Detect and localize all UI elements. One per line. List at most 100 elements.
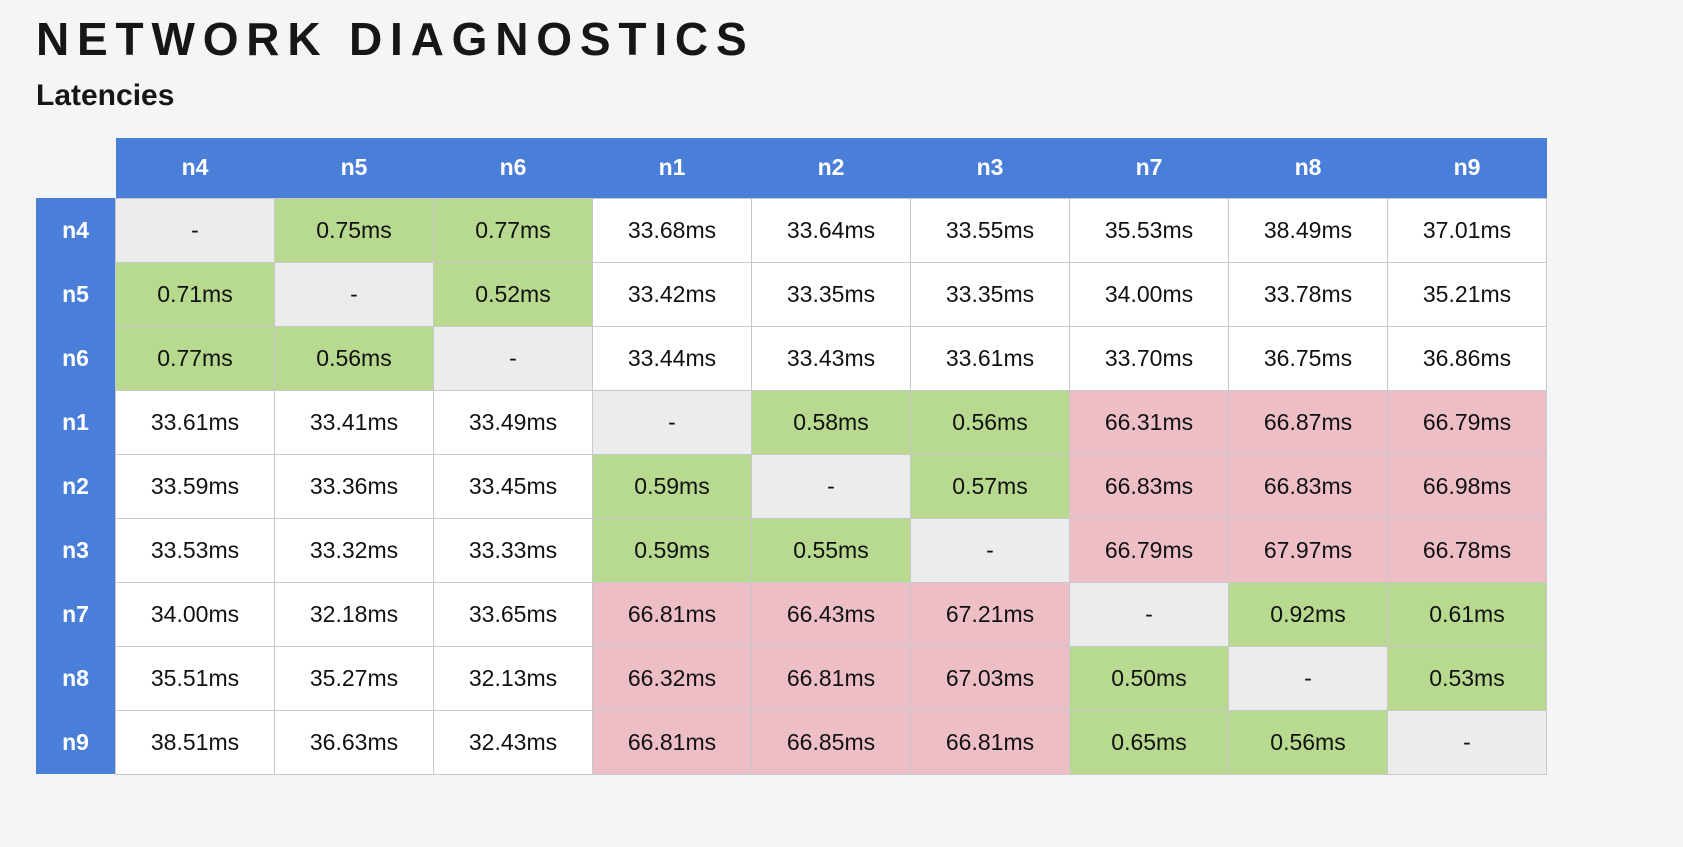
latency-cell-n2-n4: 33.59ms — [115, 453, 275, 519]
latency-cell-n8-n7: 0.50ms — [1069, 645, 1229, 711]
latency-cell-n5-n8: 33.78ms — [1228, 261, 1388, 327]
latency-table-head: n4 n5 n6 n1 n2 n3 n7 n8 n9 — [36, 137, 1547, 199]
column-header-row: n4 n5 n6 n1 n2 n3 n7 n8 n9 — [36, 137, 1547, 199]
column-header-n9[interactable]: n9 — [1387, 137, 1547, 199]
table-row-n8: n8 35.51ms 35.27ms 32.13ms 66.32ms 66.81ms 67.… — [36, 645, 1547, 711]
latency-cell-n2-n9: 66.98ms — [1387, 453, 1547, 519]
latency-cell-n2-n3: 0.57ms — [910, 453, 1070, 519]
latency-cell-n9-n7: 0.65ms — [1069, 709, 1229, 775]
row-header-n3[interactable]: n3 — [36, 518, 116, 583]
table-row-n4: n4-0.75ms 0.77ms 33.68ms 33.64ms 33.55ms 35.5… — [36, 197, 1547, 263]
latency-cell-n4-n9: 37.01ms — [1387, 197, 1547, 263]
latency-cell-n8-n6: 32.13ms — [433, 645, 593, 711]
table-row-n6: n6 0.77ms 0.56ms -33.44ms 33.43ms 33.61ms 33.7… — [36, 325, 1547, 391]
row-header-n2[interactable]: n2 — [36, 454, 116, 519]
latency-cell-n1-n2: 0.58ms — [751, 389, 911, 455]
latency-cell-n3-n5: 33.32ms — [274, 517, 434, 583]
latency-cell-n1-n9: 66.79ms — [1387, 389, 1547, 455]
latency-cell-n1-n6: 33.49ms — [433, 389, 593, 455]
row-header-n6[interactable]: n6 — [36, 326, 116, 391]
latency-cell-n4-n1: 33.68ms — [592, 197, 752, 263]
latency-cell-n3-n7: 66.79ms — [1069, 517, 1229, 583]
diagonal-cell-n8-n8: - — [1228, 645, 1388, 711]
latency-cell-n4-n7: 35.53ms — [1069, 197, 1229, 263]
latencies-subtitle: Latencies — [36, 78, 175, 112]
latency-cell-n4-n6: 0.77ms — [433, 197, 593, 263]
column-header-n6[interactable]: n6 — [433, 137, 593, 199]
diagonal-cell-n7-n7: - — [1069, 581, 1229, 647]
latency-cell-n5-n7: 34.00ms — [1069, 261, 1229, 327]
row-header-n4[interactable]: n4 — [36, 198, 116, 263]
column-header-n2[interactable]: n2 — [751, 137, 911, 199]
table-row-n3: n3 33.53ms 33.32ms 33.33ms 0.59ms 0.55ms -66.7… — [36, 517, 1547, 583]
latency-cell-n6-n1: 33.44ms — [592, 325, 752, 391]
row-header-n5[interactable]: n5 — [36, 262, 116, 327]
table-row-n7: n7 34.00ms 32.18ms 33.65ms 66.81ms 66.43ms 67.… — [36, 581, 1547, 647]
latency-cell-n8-n9: 0.53ms — [1387, 645, 1547, 711]
latency-cell-n5-n3: 33.35ms — [910, 261, 1070, 327]
diagonal-cell-n1-n1: - — [592, 389, 752, 455]
latency-cell-n9-n8: 0.56ms — [1228, 709, 1388, 775]
latency-cell-n8-n2: 66.81ms — [751, 645, 911, 711]
table-row-n9: n9 38.51ms 36.63ms 32.43ms 66.81ms 66.85ms 66.… — [36, 709, 1547, 775]
latency-cell-n1-n4: 33.61ms — [115, 389, 275, 455]
latency-cell-n5-n1: 33.42ms — [592, 261, 752, 327]
latency-matrix-table: n4 n5 n6 n1 n2 n3 n7 n8 n9 n4-0.75ms 0.77ms 33.68m… — [36, 137, 1547, 775]
latency-cell-n9-n5: 36.63ms — [274, 709, 434, 775]
row-header-n1[interactable]: n1 — [36, 390, 116, 455]
latency-cell-n3-n6: 33.33ms — [433, 517, 593, 583]
column-header-n5[interactable]: n5 — [274, 137, 434, 199]
latency-cell-n6-n4: 0.77ms — [115, 325, 275, 391]
latency-cell-n7-n3: 67.21ms — [910, 581, 1070, 647]
latency-cell-n3-n4: 33.53ms — [115, 517, 275, 583]
latency-cell-n1-n5: 33.41ms — [274, 389, 434, 455]
latency-cell-n3-n2: 0.55ms — [751, 517, 911, 583]
corner-cell — [36, 138, 116, 199]
latency-cell-n2-n6: 33.45ms — [433, 453, 593, 519]
latency-cell-n9-n6: 32.43ms — [433, 709, 593, 775]
latency-cell-n8-n3: 67.03ms — [910, 645, 1070, 711]
latency-cell-n6-n7: 33.70ms — [1069, 325, 1229, 391]
latency-cell-n7-n5: 32.18ms — [274, 581, 434, 647]
latency-cell-n6-n5: 0.56ms — [274, 325, 434, 391]
latency-cell-n4-n5: 0.75ms — [274, 197, 434, 263]
latency-cell-n5-n2: 33.35ms — [751, 261, 911, 327]
latency-cell-n4-n3: 33.55ms — [910, 197, 1070, 263]
latency-cell-n5-n9: 35.21ms — [1387, 261, 1547, 327]
latency-cell-n1-n3: 0.56ms — [910, 389, 1070, 455]
diagonal-cell-n9-n9: - — [1387, 709, 1547, 775]
row-header-n9[interactable]: n9 — [36, 710, 116, 775]
latency-cell-n9-n2: 66.85ms — [751, 709, 911, 775]
latency-cell-n1-n8: 66.87ms — [1228, 389, 1388, 455]
latency-cell-n7-n6: 33.65ms — [433, 581, 593, 647]
latency-cell-n8-n4: 35.51ms — [115, 645, 275, 711]
latency-cell-n3-n8: 67.97ms — [1228, 517, 1388, 583]
latency-cell-n7-n8: 0.92ms — [1228, 581, 1388, 647]
diagonal-cell-n3-n3: - — [910, 517, 1070, 583]
column-header-n4[interactable]: n4 — [115, 137, 275, 199]
latency-cell-n1-n7: 66.31ms — [1069, 389, 1229, 455]
latency-cell-n9-n1: 66.81ms — [592, 709, 752, 775]
latency-cell-n9-n3: 66.81ms — [910, 709, 1070, 775]
latency-cell-n4-n8: 38.49ms — [1228, 197, 1388, 263]
latency-cell-n2-n5: 33.36ms — [274, 453, 434, 519]
latency-cell-n6-n9: 36.86ms — [1387, 325, 1547, 391]
row-header-n7[interactable]: n7 — [36, 582, 116, 647]
column-header-n1[interactable]: n1 — [592, 137, 752, 199]
diagonal-cell-n6-n6: - — [433, 325, 593, 391]
latency-cell-n2-n7: 66.83ms — [1069, 453, 1229, 519]
latency-cell-n4-n2: 33.64ms — [751, 197, 911, 263]
column-header-n8[interactable]: n8 — [1228, 137, 1388, 199]
column-header-n7[interactable]: n7 — [1069, 137, 1229, 199]
latency-cell-n5-n6: 0.52ms — [433, 261, 593, 327]
latency-table-body: n4-0.75ms 0.77ms 33.68ms 33.64ms 33.55ms 35.5… — [36, 197, 1547, 775]
latency-cell-n2-n8: 66.83ms — [1228, 453, 1388, 519]
latency-cell-n2-n1: 0.59ms — [592, 453, 752, 519]
latency-cell-n7-n4: 34.00ms — [115, 581, 275, 647]
latency-cell-n7-n9: 0.61ms — [1387, 581, 1547, 647]
row-header-n8[interactable]: n8 — [36, 646, 116, 711]
latency-cell-n8-n5: 35.27ms — [274, 645, 434, 711]
column-header-n3[interactable]: n3 — [910, 137, 1070, 199]
latency-cell-n6-n8: 36.75ms — [1228, 325, 1388, 391]
